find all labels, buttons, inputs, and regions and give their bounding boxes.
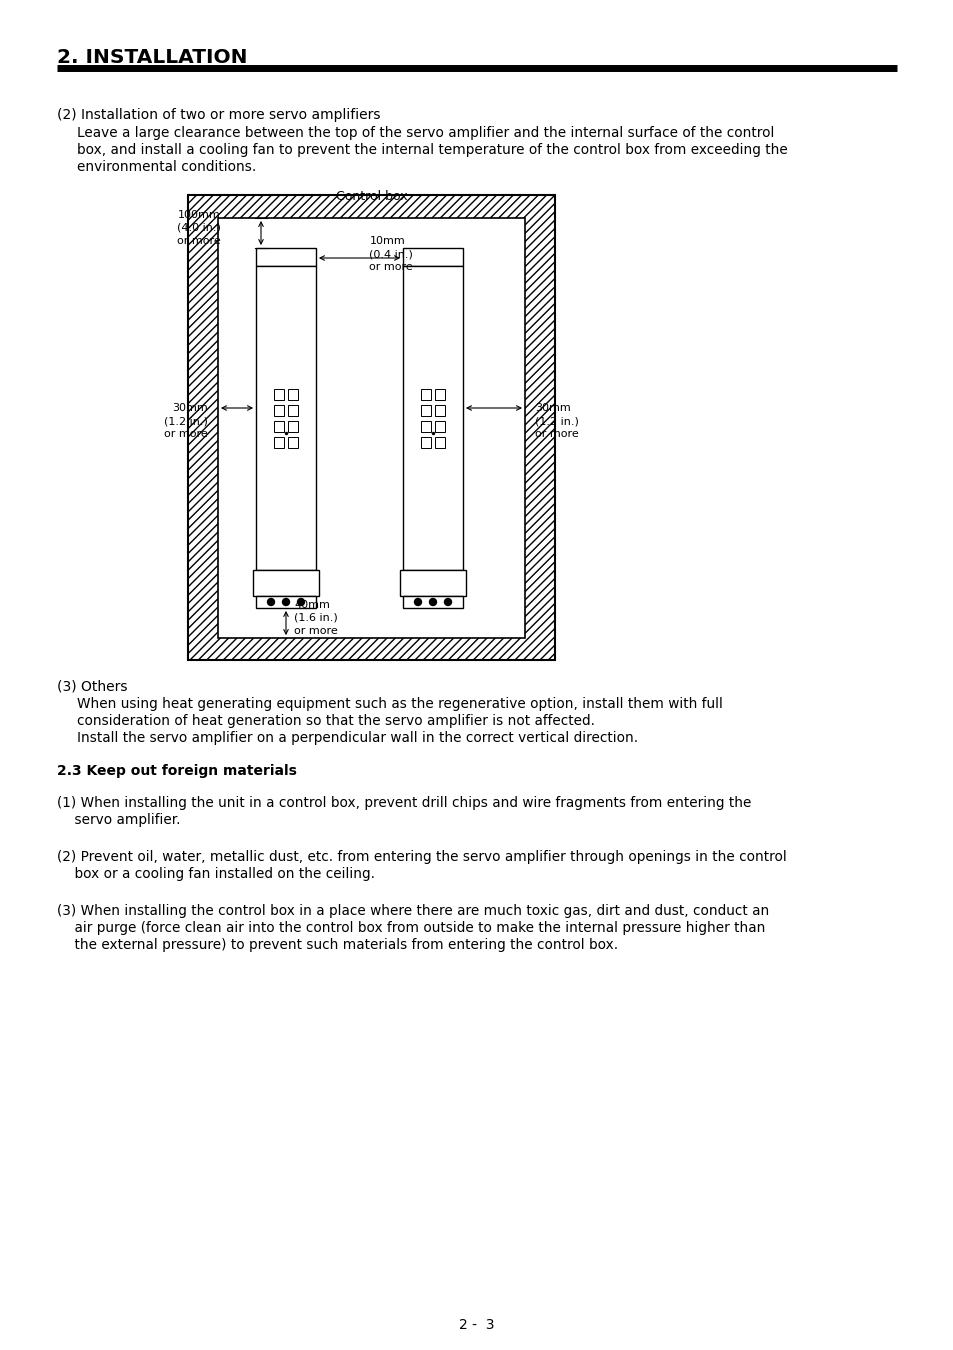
Bar (435, 436, 444, 447)
Bar (420, 389, 431, 400)
Bar (274, 420, 284, 432)
Text: (3) When installing the control box in a place where there are much toxic gas, d: (3) When installing the control box in a… (57, 904, 768, 918)
Text: (3) Others: (3) Others (57, 680, 128, 694)
Text: 30mm
(1.2 in.)
or more: 30mm (1.2 in.) or more (164, 404, 208, 439)
Text: 100mm
(4.0 in.)
or more: 100mm (4.0 in.) or more (177, 209, 221, 246)
Text: 40mm
(1.6 in.)
or more: 40mm (1.6 in.) or more (294, 599, 337, 636)
Bar (274, 405, 284, 416)
Text: servo amplifier.: servo amplifier. (57, 813, 180, 828)
Bar (288, 389, 297, 400)
Text: the external pressure) to prevent such materials from entering the control box.: the external pressure) to prevent such m… (57, 938, 618, 952)
Text: Leave a large clearance between the top of the servo amplifier and the internal : Leave a large clearance between the top … (77, 126, 774, 140)
Text: environmental conditions.: environmental conditions. (77, 161, 256, 174)
Text: 10mm
(0.4 in.)
or more: 10mm (0.4 in.) or more (369, 236, 413, 273)
Text: 2 -  3: 2 - 3 (458, 1318, 495, 1332)
Bar (420, 420, 431, 432)
Text: 2. INSTALLATION: 2. INSTALLATION (57, 49, 247, 68)
Text: Control box: Control box (335, 190, 407, 202)
Bar (274, 436, 284, 447)
Circle shape (282, 598, 289, 606)
Bar (435, 389, 444, 400)
Text: consideration of heat generation so that the servo amplifier is not affected.: consideration of heat generation so that… (77, 714, 595, 728)
Bar (218, 217, 524, 639)
Bar (420, 436, 431, 447)
Bar (253, 570, 318, 595)
Bar (402, 595, 462, 608)
Text: box, and install a cooling fan to prevent the internal temperature of the contro: box, and install a cooling fan to preven… (77, 143, 787, 157)
Text: Install the servo amplifier on a perpendicular wall in the correct vertical dire: Install the servo amplifier on a perpend… (77, 730, 638, 745)
Bar (255, 248, 315, 266)
Circle shape (429, 598, 436, 606)
Bar (402, 266, 462, 570)
Circle shape (444, 598, 451, 606)
Text: air purge (force clean air into the control box from outside to make the interna: air purge (force clean air into the cont… (57, 921, 764, 936)
Bar (255, 266, 315, 570)
Circle shape (267, 598, 274, 606)
Text: 30mm
(1.2 in.)
or more: 30mm (1.2 in.) or more (535, 404, 578, 439)
Circle shape (414, 598, 421, 606)
Text: When using heat generating equipment such as the regenerative option, install th: When using heat generating equipment suc… (77, 697, 722, 711)
Text: (2) Prevent oil, water, metallic dust, etc. from entering the servo amplifier th: (2) Prevent oil, water, metallic dust, e… (57, 850, 786, 864)
Bar (420, 405, 431, 416)
Bar (435, 405, 444, 416)
Circle shape (297, 598, 304, 606)
Bar (255, 595, 315, 608)
Bar (288, 420, 297, 432)
Text: (1) When installing the unit in a control box, prevent drill chips and wire frag: (1) When installing the unit in a contro… (57, 796, 751, 810)
Text: box or a cooling fan installed on the ceiling.: box or a cooling fan installed on the ce… (57, 867, 375, 882)
Bar (399, 570, 465, 595)
Bar (188, 194, 555, 660)
Bar (274, 389, 284, 400)
Bar (435, 420, 444, 432)
Text: (2) Installation of two or more servo amplifiers: (2) Installation of two or more servo am… (57, 108, 380, 122)
Text: 2.3 Keep out foreign materials: 2.3 Keep out foreign materials (57, 764, 296, 778)
Bar (288, 405, 297, 416)
Bar (402, 248, 462, 266)
Bar (288, 436, 297, 447)
